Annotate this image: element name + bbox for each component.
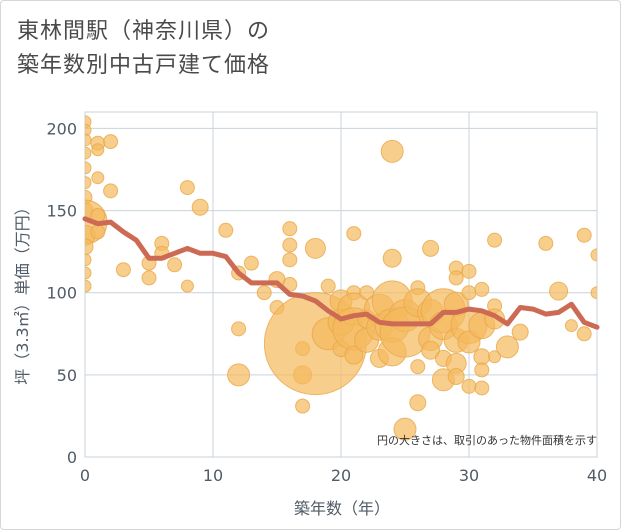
bubble-point bbox=[227, 363, 251, 387]
y-tick-label: 50 bbox=[57, 366, 77, 385]
bubble-point bbox=[461, 285, 477, 301]
bubble-point bbox=[344, 345, 364, 365]
bubble-point bbox=[380, 139, 404, 163]
bubble-point bbox=[180, 279, 194, 293]
bubble-point bbox=[474, 281, 490, 297]
bubble-point bbox=[91, 143, 105, 157]
bubble-point bbox=[191, 198, 209, 216]
bubble-point bbox=[447, 368, 465, 385]
x-tick-label: 10 bbox=[203, 466, 223, 485]
x-tick-label: 40 bbox=[587, 466, 607, 485]
chart-title-line2: 築年数別中古戸建て価格 bbox=[17, 53, 271, 78]
chart-title: 東林間駅（神奈川県）の 築年数別中古戸建て価格 bbox=[17, 15, 270, 83]
bubble-point bbox=[421, 340, 441, 360]
bubble-point bbox=[115, 262, 131, 278]
y-tick-label: 100 bbox=[46, 284, 77, 303]
trend-line-group bbox=[82, 216, 600, 330]
chart-title-line1: 東林間駅（神奈川県）の bbox=[17, 19, 271, 44]
bubble-point bbox=[461, 378, 477, 394]
bubble-point bbox=[243, 255, 259, 271]
bubble-point bbox=[409, 394, 427, 412]
bubble-point bbox=[474, 380, 490, 396]
bubble-point bbox=[549, 281, 569, 301]
y-ticks: 0 50 100 150 200 bbox=[46, 119, 77, 467]
bubble-point bbox=[141, 270, 157, 286]
bubble-point bbox=[85, 176, 92, 190]
x-ticks: 0 10 20 30 40 bbox=[80, 466, 607, 485]
bubble-point bbox=[85, 123, 92, 137]
bubble-point bbox=[282, 221, 298, 237]
bubble-point bbox=[103, 183, 119, 199]
bubble-point bbox=[576, 227, 592, 243]
y-tick-label: 0 bbox=[67, 448, 77, 467]
x-axis-label: 築年数（年） bbox=[294, 499, 390, 518]
bubble-point bbox=[85, 133, 92, 147]
bubble-point bbox=[167, 257, 183, 273]
bubble-point bbox=[382, 248, 402, 268]
bubble-point bbox=[448, 270, 464, 286]
bubble-point bbox=[304, 237, 326, 259]
bubble-point bbox=[295, 398, 311, 414]
grid bbox=[84, 111, 598, 458]
bubble-point bbox=[487, 232, 503, 248]
bubble-point bbox=[511, 323, 529, 341]
bubble-point bbox=[590, 248, 597, 262]
bubble-point bbox=[85, 279, 92, 293]
bubble-point bbox=[85, 238, 94, 256]
x-tick-label: 30 bbox=[459, 466, 479, 485]
bubble-point bbox=[538, 235, 554, 251]
bubble-point bbox=[85, 253, 92, 267]
y-axis-label: 坪（3.3㎡）単価（万円） bbox=[13, 199, 32, 384]
x-tick-label: 20 bbox=[331, 466, 351, 485]
bubble-point bbox=[103, 134, 119, 150]
bubble-point bbox=[231, 321, 247, 337]
bubble-point bbox=[488, 350, 502, 364]
bubble-point bbox=[393, 417, 417, 441]
bubble-point bbox=[85, 266, 92, 280]
bubble-point bbox=[85, 146, 92, 160]
bubble-point bbox=[218, 222, 234, 238]
bubble-point bbox=[346, 226, 362, 242]
bubble-point bbox=[91, 171, 105, 185]
bubble-point bbox=[282, 252, 298, 268]
bubble-point bbox=[461, 263, 477, 279]
bubble-point bbox=[256, 285, 272, 301]
y-tick-label: 150 bbox=[46, 202, 77, 221]
y-tick-label: 200 bbox=[46, 119, 77, 138]
bubble-point bbox=[320, 278, 336, 294]
bubble-point bbox=[495, 335, 519, 359]
bubble-point bbox=[410, 359, 426, 375]
bubble-point bbox=[474, 362, 490, 378]
bubble-point bbox=[179, 180, 195, 196]
bubble-point bbox=[564, 319, 578, 333]
bubble-point bbox=[422, 239, 440, 257]
bubble-point bbox=[576, 326, 592, 342]
bubble-point bbox=[85, 161, 92, 175]
bubble-point bbox=[473, 348, 491, 366]
bubble-point bbox=[590, 286, 597, 300]
bubble-point bbox=[282, 237, 298, 253]
average-price-line bbox=[82, 216, 600, 330]
bubble-point bbox=[90, 224, 106, 240]
bubble-size-note: 円の大きさは、取引のあった物件面積を示す bbox=[377, 433, 597, 447]
x-tick-label: 0 bbox=[80, 466, 90, 485]
